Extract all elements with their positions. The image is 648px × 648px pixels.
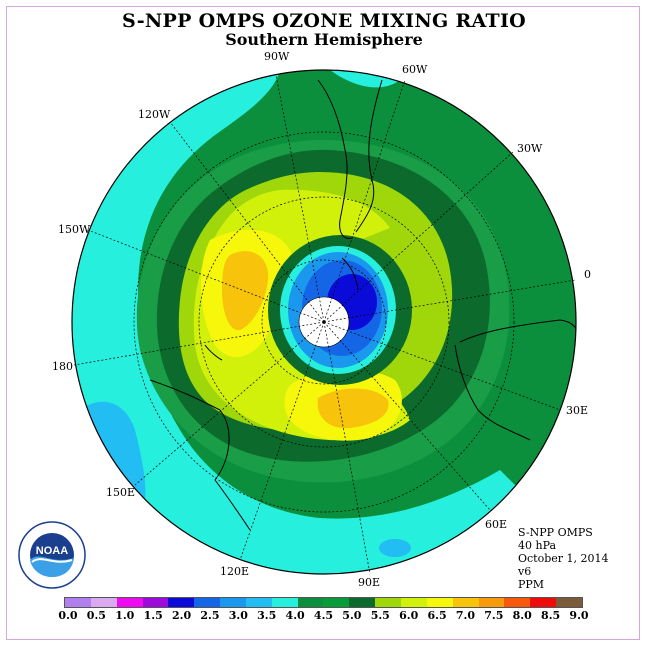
- colorbar: [64, 597, 583, 608]
- label-120w: 120W: [138, 108, 171, 121]
- colorbar-tick-label: 9.0: [569, 609, 589, 622]
- blue-patch-south: [379, 539, 411, 557]
- colorbar-swatch: [297, 598, 324, 607]
- label-150w: 150W: [58, 223, 91, 236]
- colorbar-tick-label: 7.0: [455, 609, 476, 622]
- noaa-logo-text: NOAA: [36, 545, 68, 557]
- colorbar-tick-label: 5.5: [370, 609, 390, 622]
- south-america-coast: [317, 79, 353, 239]
- colorbar-tick-label: 3.5: [257, 609, 277, 622]
- info-instrument: S-NPP OMPS: [518, 526, 593, 539]
- colorbar-tick-label: 7.5: [484, 609, 504, 622]
- colorbar-swatch: [90, 598, 117, 607]
- graticule: [73, 74, 576, 575]
- colorbar-tick-label: 3.0: [228, 609, 248, 622]
- colorbar-tick-label: 2.5: [200, 609, 220, 622]
- colorbar-ticks: 0.0 0.5 1.0 1.5 2.0 2.5 3.0 3.5 4.0 4.5 5.0 5.5 6.0 6…: [0, 609, 648, 623]
- info-version: v6: [518, 565, 532, 578]
- south-america-east: [355, 79, 383, 233]
- map-boundary: [71, 69, 577, 575]
- label-90w: 90W: [264, 50, 290, 63]
- colorbar-tick-label: 8.0: [512, 609, 532, 622]
- colorbar-tick-label: 8.5: [541, 609, 561, 622]
- australia-coast: [149, 379, 251, 531]
- colorbar-swatch: [556, 598, 582, 607]
- map-subtitle: Southern Hemisphere: [225, 30, 423, 49]
- cyan-region-west: [72, 70, 520, 574]
- noaa-logo-icon: NOAA: [18, 521, 86, 589]
- colorbar-swatch: [400, 598, 427, 607]
- colorbar-tick-label: 4.0: [285, 609, 305, 622]
- new-zealand: [204, 344, 223, 361]
- colorbar-swatch: [194, 598, 221, 607]
- colorbar-tick-label: 0.0: [58, 609, 78, 622]
- label-150e: 150E: [106, 486, 136, 499]
- colorbar-tick-label: 2.0: [171, 609, 192, 622]
- colorbar-swatch: [168, 598, 195, 607]
- map-title: S-NPP OMPS OZONE MIXING RATIO: [121, 10, 527, 32]
- info-block: S-NPP OMPS 40 hPa October 1, 2014 v6 PPM: [518, 526, 609, 591]
- colorbar-swatch: [245, 598, 272, 607]
- label-30e: 30E: [566, 404, 589, 417]
- info-pressure: 40 hPa: [518, 539, 557, 552]
- colorbar-tick-label: 1.5: [143, 609, 163, 622]
- info-units: PPM: [518, 578, 545, 591]
- colorbar-tick-label: 6.0: [399, 609, 419, 622]
- colorbar-tick-label: 6.5: [427, 609, 447, 622]
- label-120e: 120E: [220, 565, 250, 578]
- colorbar-swatch: [530, 598, 557, 607]
- orange-region-west: [222, 251, 269, 331]
- label-60w: 60W: [402, 63, 428, 76]
- colorbar-swatch: [504, 598, 531, 607]
- colorbar-swatch: [349, 598, 376, 607]
- label-90e: 90E: [358, 576, 381, 589]
- south-pole-marker: [322, 320, 326, 324]
- colorbar-tick-label: 4.5: [313, 609, 334, 622]
- colorbar-swatch: [375, 598, 401, 607]
- colorbar-swatch: [323, 598, 350, 607]
- figure-frame: [6, 6, 640, 640]
- antarctic-peninsula: [341, 257, 359, 291]
- colorbar-tick-label: 0.5: [86, 609, 106, 622]
- colorbar-swatch: [65, 598, 91, 607]
- orange-region-south: [317, 388, 389, 429]
- label-180: 180: [52, 360, 73, 373]
- colorbar-swatch: [116, 598, 143, 607]
- colorbar-tick-label: 1.0: [115, 609, 135, 622]
- colorbar-swatch: [220, 598, 246, 607]
- label-30w: 30W: [517, 142, 543, 155]
- colorbar-swatch: [271, 598, 298, 607]
- colorbar-swatch: [452, 598, 479, 607]
- colorbar-tick-label: 5.0: [342, 609, 362, 622]
- colorbar-swatch: [478, 598, 505, 607]
- africa-coast: [459, 319, 576, 343]
- label-0: 0: [584, 268, 591, 281]
- colorbar-swatch: [426, 598, 453, 607]
- info-date: October 1, 2014: [518, 552, 609, 565]
- colorbar-swatch: [142, 598, 169, 607]
- label-60e: 60E: [485, 518, 508, 531]
- africa-south: [454, 344, 531, 441]
